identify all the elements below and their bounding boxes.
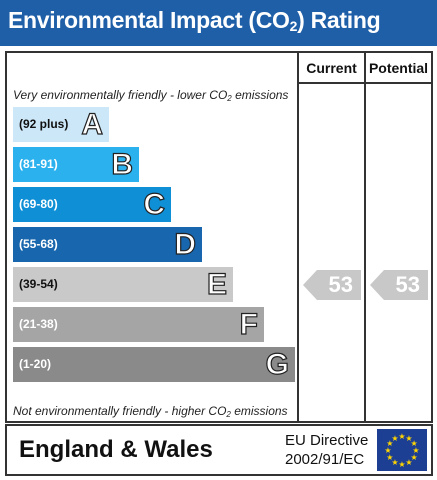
- current-rating-value: 53: [328, 272, 353, 297]
- star-icon: ★: [391, 434, 398, 443]
- potential-rating-arrow: 53: [370, 270, 428, 300]
- directive-line-2: 2002/91/EC: [285, 451, 365, 468]
- title-bar: Environmental Impact (CO2) Rating: [0, 0, 437, 46]
- star-icon: ★: [386, 439, 393, 448]
- band-letter: C: [143, 187, 166, 221]
- star-icon: ★: [386, 453, 393, 462]
- page-title: Environmental Impact (CO2) Rating: [8, 7, 381, 34]
- band-letter: F: [239, 307, 259, 341]
- country-label: England & Wales: [19, 436, 213, 463]
- star-icon: ★: [411, 453, 418, 462]
- directive-line-1: EU Directive: [285, 432, 369, 449]
- band-e: (39-54) E: [13, 267, 233, 302]
- band-letter: D: [174, 227, 197, 261]
- bottom-note: Not environmentally friendly - higher CO…: [13, 404, 288, 419]
- potential-rating-value: 53: [395, 272, 420, 297]
- arrow-shape: [303, 270, 361, 300]
- band-g: (1-20) G: [13, 347, 295, 382]
- band-range: (39-54): [19, 277, 58, 291]
- band-letter: B: [111, 147, 134, 181]
- star-icon: ★: [391, 458, 398, 467]
- band-letter: A: [81, 107, 104, 141]
- band-range: (81-91): [19, 157, 58, 171]
- band-range: (21-38): [19, 317, 58, 331]
- top-note: Very environmentally friendly - lower CO…: [13, 88, 289, 103]
- band-d: (55-68) D: [13, 227, 202, 262]
- band-letter: E: [206, 267, 227, 301]
- eu-directive: EU Directive 2002/91/EC: [285, 431, 368, 469]
- band-range: (92 plus): [19, 117, 69, 131]
- band-range: (55-68): [19, 237, 58, 251]
- eu-flag-icon: ★ ★ ★ ★ ★ ★ ★ ★ ★ ★ ★ ★: [377, 429, 427, 471]
- arrow-shape: [370, 270, 428, 300]
- rating-chart: Current Potential Very environmentally f…: [5, 51, 433, 423]
- column-divider: [364, 53, 366, 421]
- current-column-header: Current: [306, 60, 357, 76]
- potential-column-header: Potential: [368, 60, 429, 76]
- current-rating-arrow: 53: [303, 270, 361, 300]
- header-divider: [299, 82, 431, 84]
- band-letter: G: [265, 347, 290, 381]
- band-f: (21-38) F: [13, 307, 264, 342]
- eu-flag-stars: ★★★★★★★★★ ★ ★★: [384, 432, 419, 469]
- star-icon: ★: [398, 432, 405, 441]
- band-range: (69-80): [19, 197, 58, 211]
- band-range: (1-20): [19, 357, 52, 371]
- star-icon: ★: [412, 446, 419, 455]
- star-icon: ★: [384, 446, 391, 455]
- star-icon: ★: [411, 439, 418, 448]
- column-divider: [297, 53, 299, 421]
- footer: England & Wales EU Directive 2002/91/EC …: [5, 424, 433, 476]
- band-c: (69-80) C: [13, 187, 171, 222]
- star-icon: ★: [398, 460, 405, 469]
- band-a: (92 plus) A: [13, 107, 109, 142]
- star-icon: ★: [405, 458, 412, 467]
- band-b: (81-91) B: [13, 147, 139, 182]
- star-icon: ★: [405, 434, 412, 443]
